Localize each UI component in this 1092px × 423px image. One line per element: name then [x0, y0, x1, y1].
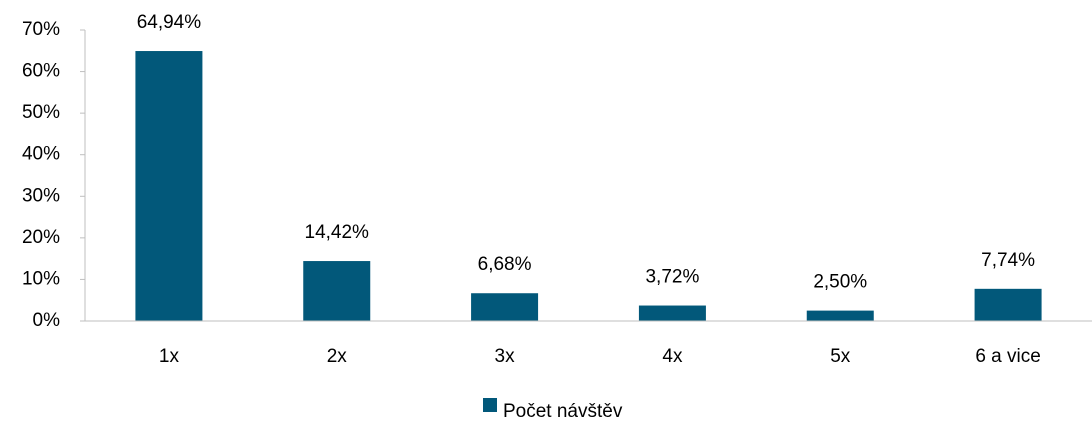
data-label: 64,94% — [137, 12, 202, 33]
x-tick-label: 1x — [159, 346, 180, 367]
y-tick-label: 40% — [22, 144, 60, 165]
y-tick-label: 10% — [22, 268, 60, 289]
legend-swatch — [483, 398, 497, 412]
bar — [471, 293, 539, 321]
x-tick-label: 3x — [495, 346, 516, 367]
data-label: 7,74% — [981, 250, 1035, 271]
legend-label: Počet návštěv — [503, 401, 623, 422]
y-tick-label: 20% — [22, 227, 60, 248]
data-label: 14,42% — [305, 222, 370, 243]
x-tick-label: 6 a vice — [975, 346, 1040, 367]
bar — [638, 305, 706, 321]
data-label: 6,68% — [478, 254, 532, 275]
bar — [806, 310, 874, 321]
bar — [974, 288, 1042, 321]
y-tick-label: 0% — [33, 310, 61, 331]
bar — [303, 261, 371, 321]
data-label: 2,50% — [813, 272, 867, 293]
y-tick-label: 50% — [22, 102, 60, 123]
y-tick-label: 70% — [22, 19, 60, 40]
y-tick-label: 30% — [22, 185, 60, 206]
data-label: 3,72% — [645, 267, 699, 288]
x-tick-label: 5x — [830, 346, 851, 367]
x-tick-label: 4x — [662, 346, 683, 367]
bar — [135, 51, 203, 321]
x-tick-label: 2x — [327, 346, 348, 367]
legend: Počet návštěv — [483, 398, 623, 422]
y-tick-label: 60% — [22, 61, 60, 82]
